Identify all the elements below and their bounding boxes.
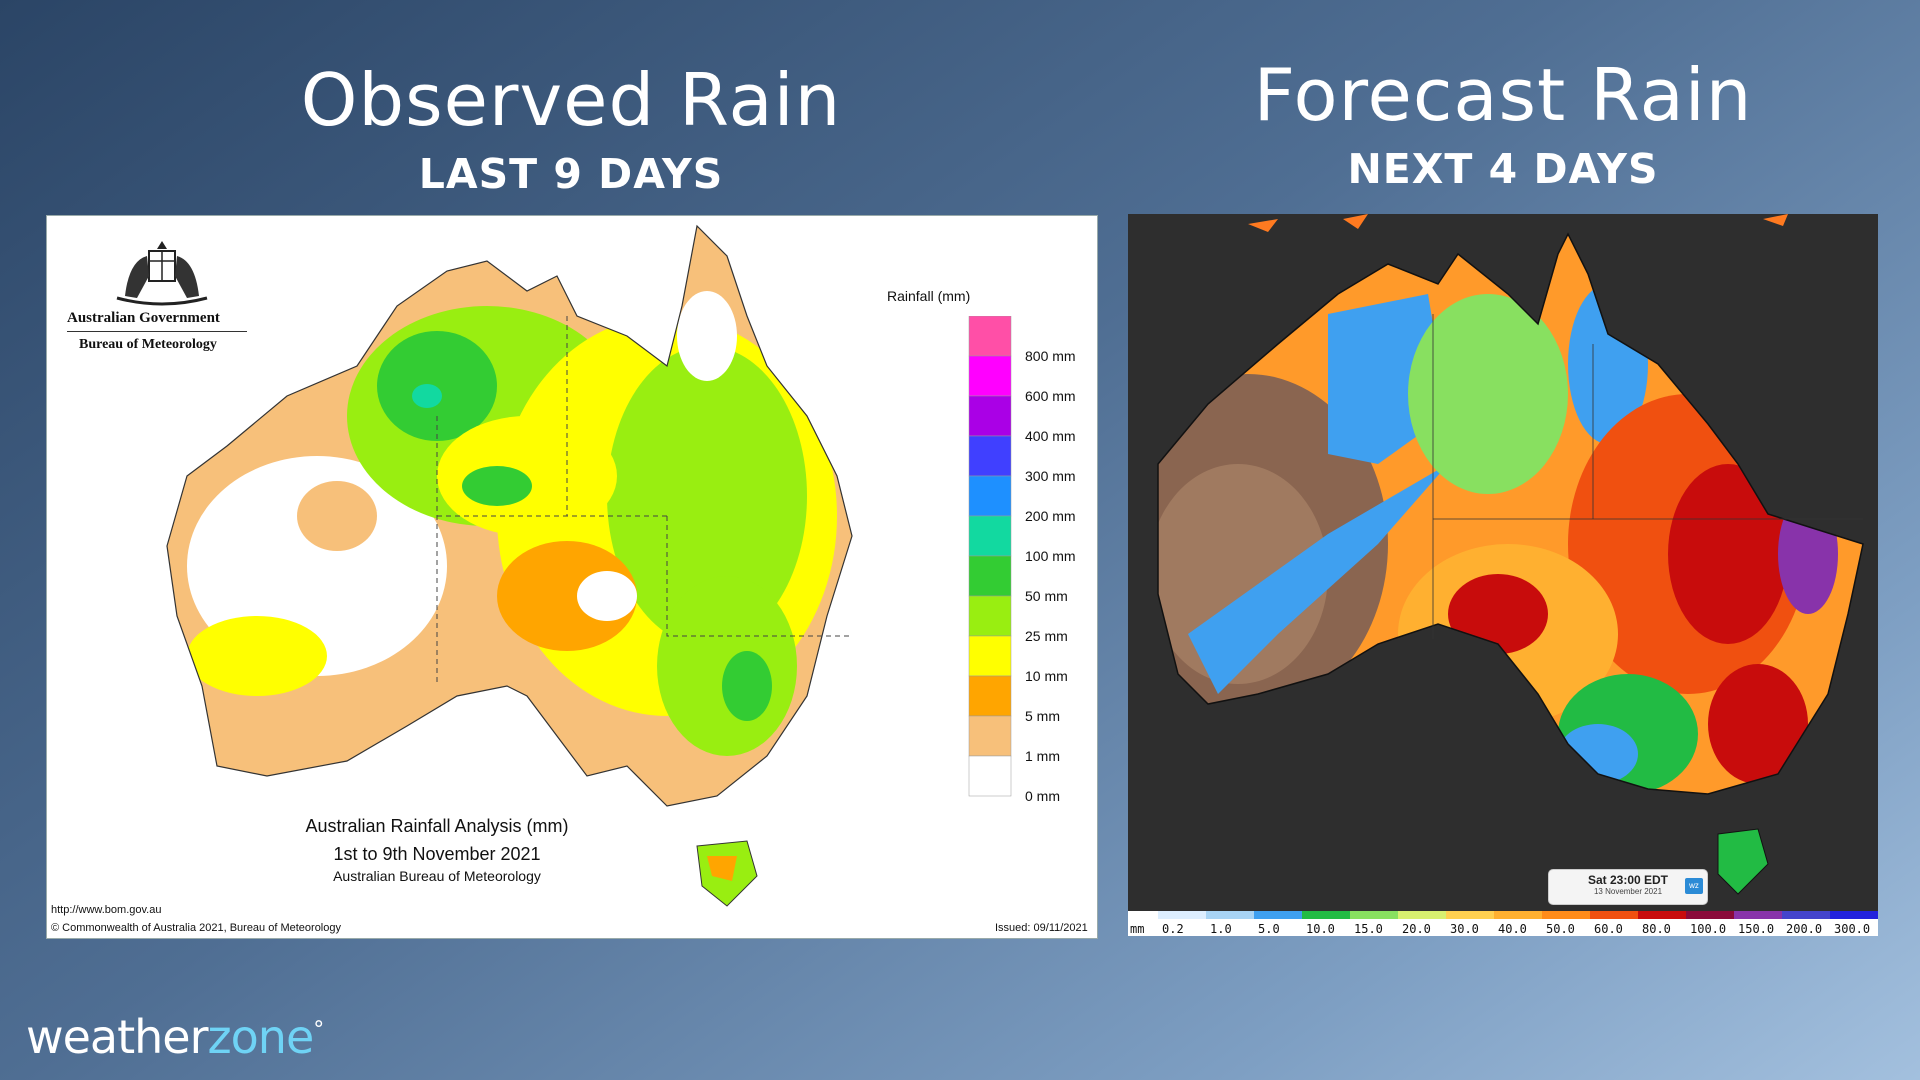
gov-divider [67, 331, 247, 332]
legend-swatch [968, 635, 1012, 677]
scale-swatch [1350, 911, 1398, 919]
forecast-australia-map [1157, 214, 1864, 895]
scale-swatch [1782, 911, 1830, 919]
analysis-title: Australian Rainfall Analysis (mm) [305, 816, 569, 836]
legend-label: 1 mm [1025, 748, 1060, 764]
legend-swatch [968, 395, 1012, 437]
scale-label: 100.0 [1690, 922, 1727, 936]
copyright: © Commonwealth of Australia 2021, Bureau… [51, 922, 341, 934]
scale-label: 10.0 [1306, 922, 1335, 936]
legend-label: 600 mm [1025, 388, 1076, 404]
legend-swatch [968, 595, 1012, 637]
legend-swatch [968, 316, 1012, 357]
scale-swatch [1158, 911, 1206, 919]
scale-swatch [1638, 911, 1686, 919]
scale-label: 20.0 [1402, 922, 1431, 936]
forecast-time-box: Sat 23:00 EDT 13 November 2021 wz [1548, 869, 1708, 905]
scale-swatch [1542, 911, 1590, 919]
bom-url: http://www.bom.gov.au [51, 904, 162, 916]
scale-label: 40.0 [1498, 922, 1527, 936]
brand-degree: ° [313, 1017, 324, 1043]
scale-swatch [1302, 911, 1350, 919]
legend-swatch [968, 675, 1012, 717]
scale-label: 150.0 [1738, 922, 1775, 936]
scale-swatch [1590, 911, 1638, 919]
forecast-rain-subtitle: NEXT 4 DAYS [1347, 145, 1659, 193]
scale-swatch [1830, 911, 1878, 919]
gov-name: Australian Government [67, 310, 220, 326]
legend-swatch [968, 755, 1012, 797]
scale-colors [1158, 911, 1878, 919]
scale-swatch [1494, 911, 1542, 919]
rainfall-legend: 800 mm 600 mm 400 mm 300 mm 200 mm 100 mm 50 m… [968, 316, 1076, 804]
observed-rain-map: Australian Government Bureau of Meteorol… [46, 215, 1098, 939]
legend-swatch [968, 355, 1012, 397]
legend-label: 5 mm [1025, 708, 1060, 724]
legend-label: 10 mm [1025, 668, 1068, 684]
legend-label: 100 mm [1025, 548, 1076, 564]
analysis-source: Australian Bureau of Meteorology [333, 868, 541, 884]
brand-zone: zone [207, 1010, 315, 1064]
scale-swatch [1206, 911, 1254, 919]
scale-swatch [1254, 911, 1302, 919]
scale-swatch [1734, 911, 1782, 919]
forecast-rain-map: Sat 23:00 EDT 13 November 2021 wz mm 0.2… [1128, 214, 1878, 936]
observed-rain-subtitle: LAST 9 DAYS [418, 150, 724, 198]
scale-unit: mm [1130, 922, 1145, 936]
wz-logo-icon: wz [1685, 878, 1703, 894]
legend-label: 300 mm [1025, 468, 1076, 484]
legend-label: 400 mm [1025, 428, 1076, 444]
scale-swatch [1686, 911, 1734, 919]
observed-australia-map [166, 224, 853, 907]
scale-swatch [1446, 911, 1494, 919]
coat-of-arms-icon [116, 241, 208, 306]
legend-swatch [968, 515, 1012, 557]
legend-label: 800 mm [1025, 348, 1076, 364]
observed-rain-title: Observed Rain [300, 58, 842, 142]
legend-label: 200 mm [1025, 508, 1076, 524]
weatherzone-logo: weatherzone° [26, 1010, 324, 1064]
forecast-scale: mm 0.2 1.0 5.0 10.0 15.0 20.0 30.0 40.0 50.0 60.0… [1128, 911, 1878, 936]
forecast-time: Sat 23:00 EDT [1587, 873, 1669, 887]
scale-label: 300.0 [1834, 922, 1871, 936]
gov-department: Bureau of Meteorology [79, 337, 217, 352]
legend-swatch [968, 715, 1012, 757]
scale-label: 30.0 [1450, 922, 1479, 936]
scale-label: 0.2 [1162, 922, 1184, 936]
analysis-period: 1st to 9th November 2021 [333, 844, 541, 864]
scale-swatch [1398, 911, 1446, 919]
scale-label: 60.0 [1594, 922, 1623, 936]
scale-label: 5.0 [1258, 922, 1280, 936]
legend-swatch [968, 435, 1012, 477]
scale-label: 80.0 [1642, 922, 1671, 936]
legend-swatch [968, 475, 1012, 517]
legend-title: Rainfall (mm) [887, 288, 971, 304]
legend-label: 50 mm [1025, 588, 1068, 604]
scale-label: 1.0 [1210, 922, 1232, 936]
scale-label: 50.0 [1546, 922, 1575, 936]
issued-date: Issued: 09/11/2021 [995, 922, 1088, 934]
legend-label: 25 mm [1025, 628, 1068, 644]
legend-swatch [968, 555, 1012, 597]
forecast-rain-title: Forecast Rain [1253, 53, 1753, 137]
scale-label: 15.0 [1354, 922, 1383, 936]
legend-label: 0 mm [1025, 788, 1060, 804]
scale-label: 200.0 [1786, 922, 1823, 936]
brand-weather: weather [26, 1010, 209, 1064]
forecast-date: 13 November 2021 [1593, 887, 1663, 896]
